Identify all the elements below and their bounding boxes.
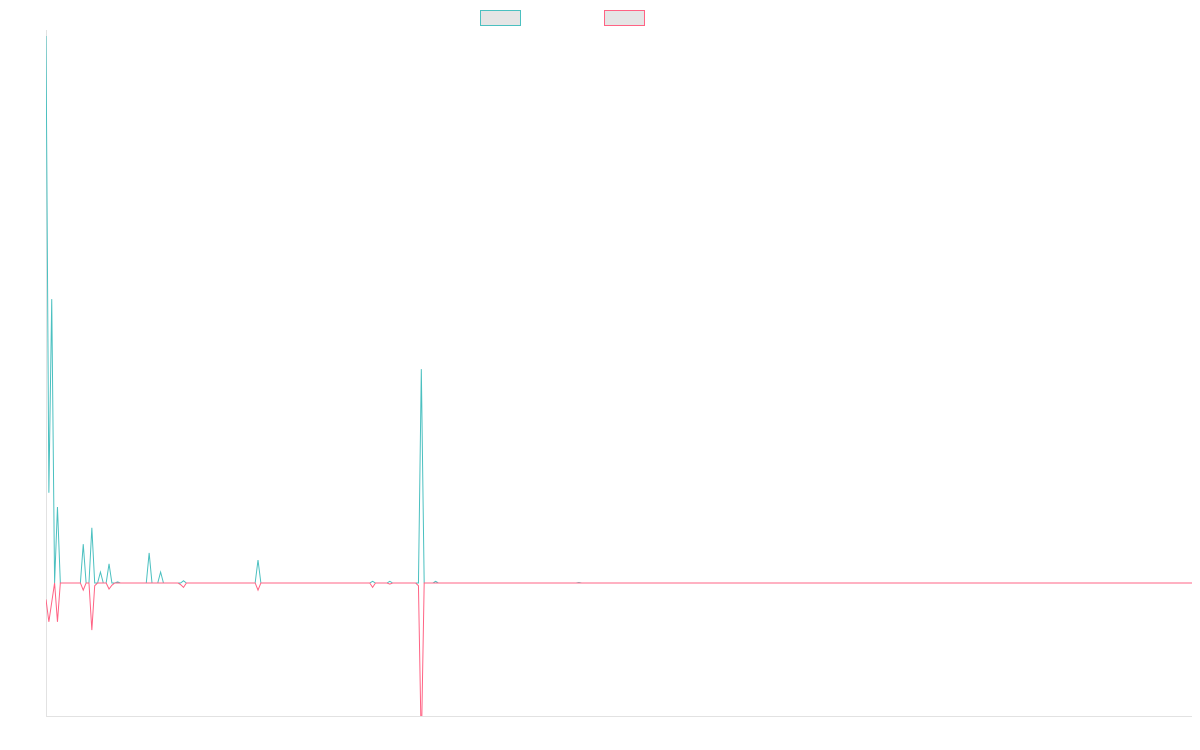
series-line-1 [46,35,1192,584]
legend-swatch-1[interactable] [480,10,521,26]
series-line-2 [46,582,1192,716]
legend-swatch-2[interactable] [604,10,645,26]
legend [480,10,645,26]
